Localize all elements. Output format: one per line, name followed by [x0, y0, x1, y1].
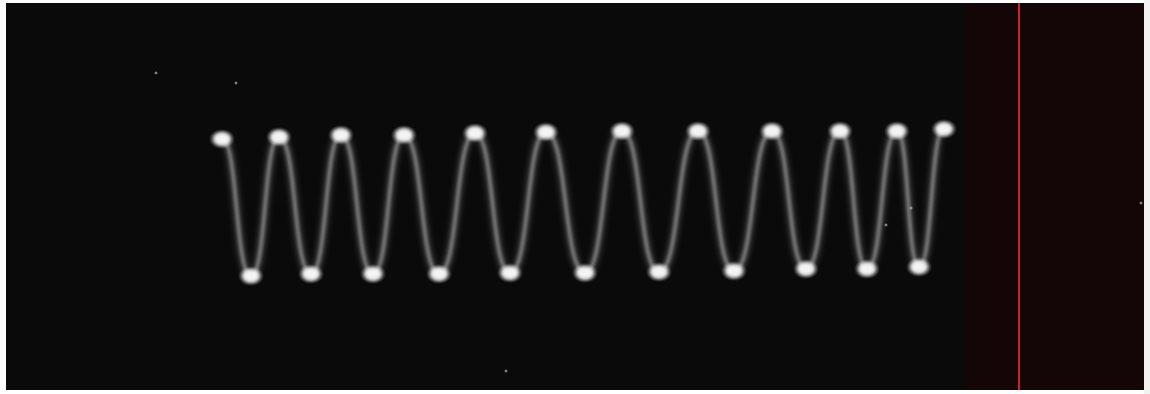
trace-trough	[502, 267, 518, 279]
trace-peak	[214, 133, 230, 145]
trace-peak	[271, 131, 287, 143]
trace-peak	[936, 123, 952, 135]
trace-peak	[333, 129, 349, 141]
trace-trough	[365, 268, 381, 280]
trace-peak	[690, 125, 706, 137]
trace-trough	[303, 268, 319, 280]
trace-trough	[651, 266, 667, 278]
trace-trough	[431, 268, 447, 280]
trace-peak	[832, 125, 848, 137]
trace-trough	[798, 263, 814, 275]
trace-trough	[243, 270, 259, 282]
dust-speck	[1139, 201, 1143, 205]
dust-speck	[909, 206, 913, 210]
dust-speck	[884, 223, 888, 227]
page-edge	[1144, 0, 1150, 394]
trace-peak	[764, 125, 780, 137]
waveform-extrema	[154, 71, 1143, 373]
trace-peak	[467, 127, 483, 139]
oscilloscope-photo	[6, 3, 1144, 390]
trace-peak	[889, 125, 905, 137]
dust-speck	[154, 71, 158, 75]
dust-speck	[504, 369, 508, 373]
trace-peak	[614, 125, 630, 137]
trace-peak	[538, 126, 554, 138]
oscilloscope-screen	[6, 3, 1144, 390]
trace-trough	[726, 265, 742, 277]
trace-peak	[396, 129, 412, 141]
dust-speck	[234, 81, 238, 85]
right-dark-panel	[966, 3, 1144, 390]
trace-trough	[577, 267, 593, 279]
trace-trough	[911, 261, 927, 273]
trace-trough	[859, 263, 875, 275]
screen-background	[6, 3, 1144, 390]
